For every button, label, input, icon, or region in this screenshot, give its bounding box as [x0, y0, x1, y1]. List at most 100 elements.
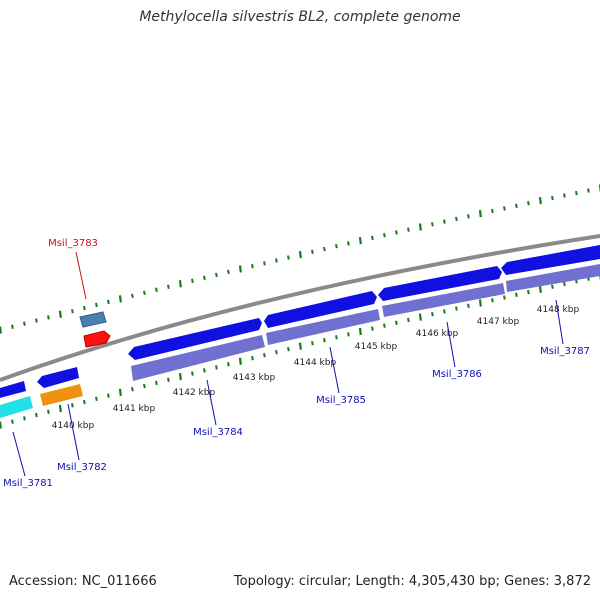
- inner-track-minor-tick: [443, 309, 446, 314]
- outer-track-minor-tick: [71, 308, 74, 314]
- gene-callout-line: [329, 346, 340, 394]
- genome-summary: Topology: circular; Length: 4,305,430 bp…: [233, 574, 591, 589]
- gene-callout-line: [12, 431, 26, 477]
- outer-track-minor-tick: [11, 324, 14, 330]
- outer-track-minor-tick: [311, 249, 314, 255]
- inner-track-minor-tick: [407, 317, 410, 323]
- outer-track-major-tick: [478, 210, 482, 218]
- outer-track-minor-tick: [431, 222, 434, 227]
- inner-track-minor-tick: [227, 362, 230, 367]
- inner-track-major-tick: [478, 299, 482, 307]
- gene-msil-3786-lower[interactable]: [382, 283, 505, 317]
- feature-msil-3783-upper[interactable]: [79, 311, 107, 328]
- inner-track-minor-tick: [503, 295, 506, 300]
- outer-track-minor-tick: [455, 216, 458, 222]
- inner-track-minor-tick: [287, 346, 290, 352]
- outer-track-minor-tick: [215, 272, 218, 278]
- gene-msil-3782[interactable]: [37, 367, 79, 388]
- gene-callout-line: [67, 403, 80, 461]
- outer-track-minor-tick: [323, 246, 326, 252]
- outer-track-minor-tick: [251, 263, 254, 269]
- outer-track-minor-tick: [203, 275, 206, 281]
- inner-track-minor-tick: [83, 399, 86, 405]
- inner-track-minor-tick: [143, 383, 146, 389]
- inner-track-major-tick: [58, 404, 62, 413]
- inner-track-minor-tick: [311, 341, 314, 346]
- outer-track-minor-tick: [491, 208, 494, 214]
- outer-track-minor-tick: [563, 193, 566, 198]
- inner-track-major-tick: [538, 285, 542, 293]
- outer-track-minor-tick: [383, 232, 386, 238]
- inner-track-minor-tick: [527, 289, 530, 295]
- gene-msil-3785[interactable]: [264, 291, 377, 328]
- gene-msil-3784[interactable]: [128, 318, 262, 360]
- inner-track-minor-tick: [215, 365, 218, 370]
- outer-track-minor-tick: [335, 244, 338, 249]
- outer-track-major-tick: [418, 223, 422, 231]
- scale-label: 4148 kbp: [537, 305, 580, 315]
- genome-backbone: [0, 234, 600, 382]
- inner-tick-track: [0, 272, 600, 429]
- outer-track-major-tick: [358, 237, 362, 245]
- outer-track-minor-tick: [83, 305, 86, 311]
- inner-track-minor-tick: [263, 352, 266, 358]
- gene-label[interactable]: Msil_3787: [540, 346, 590, 357]
- outer-track-minor-tick: [143, 290, 146, 295]
- outer-track-major-tick: [118, 295, 122, 303]
- scale-label: 4143 kbp: [233, 373, 276, 383]
- gene-msil-3785-lower[interactable]: [266, 309, 380, 345]
- inner-track-major-tick: [358, 327, 362, 336]
- feature-msil-3783[interactable]: [83, 330, 111, 348]
- outer-track-minor-tick: [443, 219, 446, 224]
- outer-tick-track: [0, 184, 600, 334]
- inner-track-minor-tick: [167, 377, 170, 382]
- gene-msil-3784-lower[interactable]: [131, 335, 265, 381]
- outer-track-minor-tick: [395, 230, 398, 235]
- outer-track-minor-tick: [47, 315, 50, 320]
- outer-track-major-tick: [178, 280, 182, 288]
- gene-label[interactable]: Msil_3783: [48, 238, 98, 249]
- inner-track-minor-tick: [335, 335, 338, 340]
- accession-label: Accession: NC_011666: [9, 574, 157, 589]
- feature-msil-3781-lower[interactable]: [0, 396, 33, 418]
- feature-msil-3782-lower[interactable]: [40, 384, 83, 406]
- inner-track-minor-tick: [467, 303, 470, 309]
- outer-track-minor-tick: [467, 214, 470, 219]
- outer-track-minor-tick: [275, 258, 278, 263]
- inner-track-major-tick: [0, 421, 2, 429]
- inner-track-minor-tick: [563, 281, 566, 287]
- gene-msil-3787[interactable]: [501, 245, 600, 275]
- inner-track-minor-tick: [383, 323, 386, 328]
- gene-msil-3786[interactable]: [378, 266, 502, 301]
- gene-label[interactable]: Msil_3782: [57, 462, 107, 473]
- inner-track-minor-tick: [23, 416, 26, 421]
- inner-track-minor-tick: [71, 403, 74, 408]
- outer-track-minor-tick: [371, 235, 374, 241]
- inner-track-minor-tick: [371, 326, 374, 331]
- outer-track-minor-tick: [95, 302, 98, 308]
- inner-track-minor-tick: [11, 419, 14, 424]
- inner-track-minor-tick: [551, 284, 554, 289]
- gene-msil-3787-lower[interactable]: [506, 264, 600, 292]
- gene-label[interactable]: Msil_3784: [193, 427, 243, 438]
- inner-track-minor-tick: [431, 312, 434, 317]
- outer-track-minor-tick: [407, 227, 410, 232]
- scale-label: 4145 kbp: [355, 342, 398, 352]
- outer-track-minor-tick: [503, 206, 506, 211]
- inner-track-minor-tick: [107, 393, 110, 398]
- outer-track-major-tick: [238, 265, 242, 273]
- inner-track-minor-tick: [395, 320, 398, 325]
- gene-msil-3781[interactable]: [0, 381, 26, 398]
- inner-track-minor-tick: [191, 371, 194, 376]
- gene-label[interactable]: Msil_3785: [316, 395, 366, 406]
- outer-track-major-tick: [538, 197, 542, 205]
- outer-track-minor-tick: [347, 241, 350, 246]
- gene-label[interactable]: Msil_3786: [432, 369, 482, 380]
- gene-label[interactable]: Msil_3781: [3, 478, 53, 489]
- outer-track-major-tick: [298, 251, 302, 259]
- outer-track-minor-tick: [515, 203, 518, 208]
- inner-track-major-tick: [178, 373, 182, 381]
- scale-label: 4141 kbp: [113, 404, 156, 414]
- gene-callout-line: [555, 299, 564, 345]
